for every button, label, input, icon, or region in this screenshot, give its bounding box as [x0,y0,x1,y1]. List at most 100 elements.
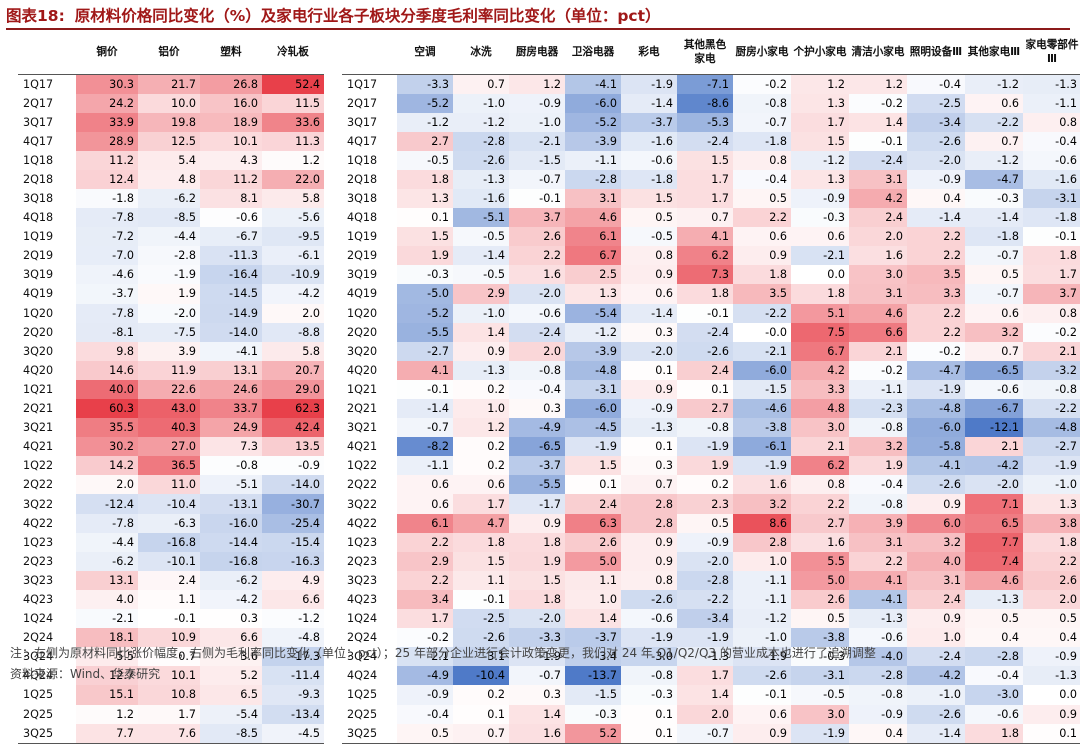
quarter-label: 1Q22 [347,459,378,473]
value-cell: -1.9 [907,379,965,399]
quarter-label: 4Q23 [23,592,54,606]
value-cell: -0.7 [509,169,565,189]
value-cell: 33.6 [262,112,324,132]
column-header: 厨房电器 [515,46,559,59]
value-cell: 4.6 [849,303,907,323]
value-cell: 0.1 [1023,723,1080,744]
value-cell: -2.4 [907,647,965,667]
value-cell: 0.1 [677,379,733,399]
value-cell: 28.9 [76,131,138,151]
value-cell: 0.5 [621,208,677,228]
value-cell: 2.0 [262,303,324,323]
value-cell: 1.5 [565,456,621,476]
value-cell: 2.7 [397,131,453,151]
value-cell: 2.3 [677,494,733,514]
value-cell: -3.7 [621,112,677,132]
value-cell: 3.9 [849,513,907,533]
value-cell: 1.1 [565,570,621,590]
value-cell: 2.0 [677,704,733,724]
value-cell: 0.1 [621,437,677,457]
value-cell: -0.8 [200,456,262,476]
value-cell: 3.7 [509,208,565,228]
value-cell: 0.9 [907,494,965,514]
value-cell: 8.1 [200,188,262,209]
value-cell: 10.0 [138,93,200,113]
value-cell: -3.3 [509,628,565,648]
value-cell: -2.0 [965,475,1023,495]
value-cell: -0.5 [621,227,677,247]
value-cell: -2.8 [138,246,200,266]
value-cell: -3.0 [621,647,677,667]
value-cell: 8.6 [733,513,791,533]
value-cell: -2.2 [677,589,733,610]
value-cell: 6.0 [907,513,965,533]
table-row: 4Q23 3.4 -0.1 1.8 1.0 -2.6 -2.2 -1.1 2.6 -4.1 2.4-… [342,589,1080,610]
value-cell: 1.2 [262,150,324,170]
value-cell: 3.1 [565,188,621,209]
table-row: 4Q18 -7.8 -8.5 -0.6 -5.6 [18,208,324,228]
value-cell: -1.5 [733,379,791,399]
value-cell: -6.0 [907,418,965,438]
value-cell: -2.4 [849,150,907,170]
value-cell: -1.4 [397,399,453,419]
table-row: 1Q22 -1.1 0.2 -3.7 1.5 0.3 1.9 -1.9 6.2 1.9 -4.1 -4… [342,456,1080,476]
value-cell: -7.8 [76,513,138,533]
value-cell: -2.8 [677,570,733,590]
value-cell: -2.6 [453,150,509,170]
value-cell: -16.3 [262,551,324,571]
value-cell: -13.1 [200,494,262,514]
value-cell: 1.5 [453,551,509,571]
header-quarter [342,31,397,74]
value-cell: -0.3 [397,265,453,285]
value-cell: 1.8 [397,169,453,189]
quarter-label: 4Q22 [347,516,378,530]
value-cell: -6.5 [509,437,565,457]
value-cell: 6.6 [849,322,907,342]
quarter-label: 2Q24 [23,631,54,645]
value-cell: 0.3 [621,322,677,342]
value-cell: 2.6 [1023,570,1080,590]
value-cell: -0.3 [565,704,621,724]
value-cell: -6.2 [76,551,138,571]
value-cell: 3.9 [138,341,200,361]
table-row: 4Q21 -8.2 0.2 -6.5 -1.9 0.1 -1.9 -6.1 2.1 3.2 -5.8… [342,437,1080,457]
value-cell: -0.4 [509,379,565,399]
value-cell: 0.6 [965,303,1023,323]
table-row: 2Q24 18.1 10.9 6.6 -4.8 [18,628,324,648]
quarter-label: 4Q17 [347,134,378,148]
value-cell: 22.6 [138,379,200,399]
value-cell: -1.9 [565,437,621,457]
table-row: 3Q22 -12.4 -10.4 -13.1 -30.7 [18,494,324,514]
value-cell: 3.0 [849,265,907,285]
table-row: 3Q21 -0.7 1.2 -4.9 -4.5 -1.3 -0.8 -3.8 3.0 -0.8 -6… [342,418,1080,438]
value-cell: 3.1 [849,532,907,552]
value-cell: -3.4 [677,609,733,629]
value-cell: -3.8 [733,418,791,438]
table-row: 2Q17 -5.2 -1.0 -0.9 -6.0 -1.4 -8.6 -0.8 1.3 -0.2-… [342,93,1080,113]
value-cell: -1.9 [677,437,733,457]
quarter-label: 4Q21 [347,440,378,454]
table-row: 4Q17 28.9 12.5 10.1 11.3 [18,131,324,151]
value-cell: -0.5 [453,227,509,247]
value-cell: -4.8 [907,399,965,419]
value-cell: 4.2 [791,360,849,380]
value-cell: -2.1 [76,609,138,629]
value-cell: -12.1 [965,418,1023,438]
quarter-label: 1Q17 [18,73,76,94]
value-cell: -2.4 [509,322,565,342]
value-cell: 2.4 [907,589,965,610]
table-row: 2Q23 2.9 1.5 1.9 5.0 0.9 -2.0 1.0 5.5 2.2 4.0 7.4 2.… [342,551,1080,571]
table-row: 3Q23 2.2 1.1 1.5 1.1 0.8 -2.8 -1.1 5.0 4.1 3.1 4.6 2… [342,570,1080,590]
quarter-label: 4Q18 [347,211,378,225]
quarter-label: 3Q17 [347,115,378,129]
value-cell: 2.1 [965,437,1023,457]
value-cell: -2.0 [509,284,565,304]
value-cell: -0.8 [849,418,907,438]
value-cell: -0.2 [849,360,907,380]
value-cell: -2.2 [1023,399,1080,419]
value-cell: -7.2 [76,227,138,247]
quarter-label: 3Q22 [23,497,54,511]
value-cell: -2.8 [965,647,1023,667]
value-cell: 0.7 [965,341,1023,361]
value-cell: 1.2 [453,418,509,438]
